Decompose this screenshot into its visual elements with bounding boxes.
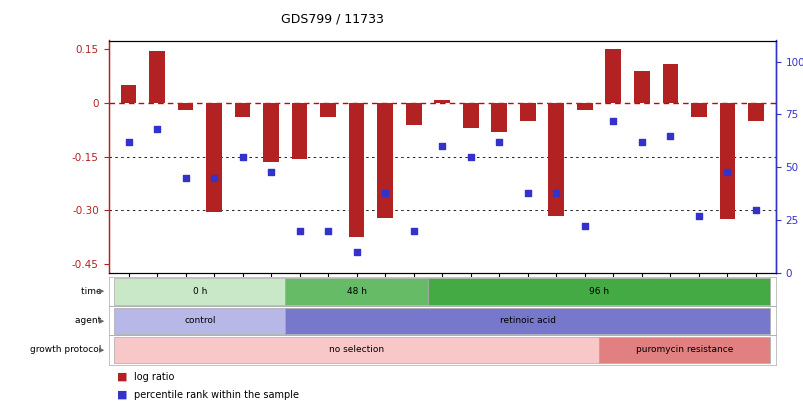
Bar [377, 103, 393, 217]
Text: percentile rank within the sample: percentile rank within the sample [134, 390, 299, 400]
Bar [285, 279, 427, 305]
Bar [114, 337, 598, 363]
Bar [662, 64, 678, 103]
Bar [206, 103, 222, 212]
Bar [548, 103, 564, 216]
Bar [598, 337, 769, 363]
Point [691, 213, 704, 219]
Bar [114, 279, 285, 305]
Bar [520, 103, 535, 121]
Bar [263, 103, 279, 162]
Bar [463, 103, 478, 128]
Text: 0 h: 0 h [193, 287, 206, 296]
Text: ■: ■ [116, 390, 130, 400]
Bar [291, 103, 307, 158]
Bar [349, 103, 364, 237]
Point [321, 228, 334, 234]
Text: 96 h: 96 h [589, 287, 609, 296]
Point [378, 190, 391, 196]
Bar [634, 71, 649, 103]
Bar [234, 103, 250, 117]
Text: ▶: ▶ [99, 318, 104, 324]
Text: agent: agent [75, 316, 104, 325]
Text: growth protocol: growth protocol [31, 345, 104, 354]
Bar [120, 85, 137, 103]
Text: retinoic acid: retinoic acid [499, 316, 555, 325]
Text: no selection: no selection [328, 345, 384, 354]
Point [264, 168, 277, 175]
Text: 48 h: 48 h [346, 287, 366, 296]
Bar [427, 279, 769, 305]
Point [720, 168, 733, 175]
Bar [577, 103, 592, 110]
Bar [491, 103, 507, 132]
Bar [285, 308, 769, 334]
Bar [719, 103, 734, 220]
Point [207, 175, 220, 181]
Bar [177, 103, 194, 110]
Point [463, 153, 476, 160]
Bar [406, 103, 421, 125]
Bar [747, 103, 763, 121]
Point [520, 190, 533, 196]
Text: log ratio: log ratio [134, 372, 174, 382]
Point [293, 228, 306, 234]
Bar [114, 308, 285, 334]
Text: puromycin resistance: puromycin resistance [635, 345, 732, 354]
Point [577, 223, 590, 230]
Point [549, 190, 562, 196]
Text: GDS799 / 11733: GDS799 / 11733 [281, 12, 384, 25]
Bar [605, 49, 621, 103]
Point [634, 139, 647, 145]
Text: control: control [184, 316, 215, 325]
Text: ▶: ▶ [99, 347, 104, 353]
Point [122, 139, 135, 145]
Bar [434, 100, 450, 103]
Point [350, 249, 363, 255]
Text: ▶: ▶ [99, 289, 104, 294]
Point [236, 153, 249, 160]
Point [663, 132, 676, 139]
Point [748, 206, 761, 213]
Text: time: time [81, 287, 104, 296]
Point [179, 175, 192, 181]
Point [150, 126, 163, 132]
Point [606, 117, 619, 124]
Point [407, 228, 420, 234]
Point [492, 139, 505, 145]
Bar [320, 103, 336, 117]
Text: ■: ■ [116, 372, 130, 382]
Bar [149, 51, 165, 103]
Bar [690, 103, 706, 117]
Point [435, 143, 448, 149]
